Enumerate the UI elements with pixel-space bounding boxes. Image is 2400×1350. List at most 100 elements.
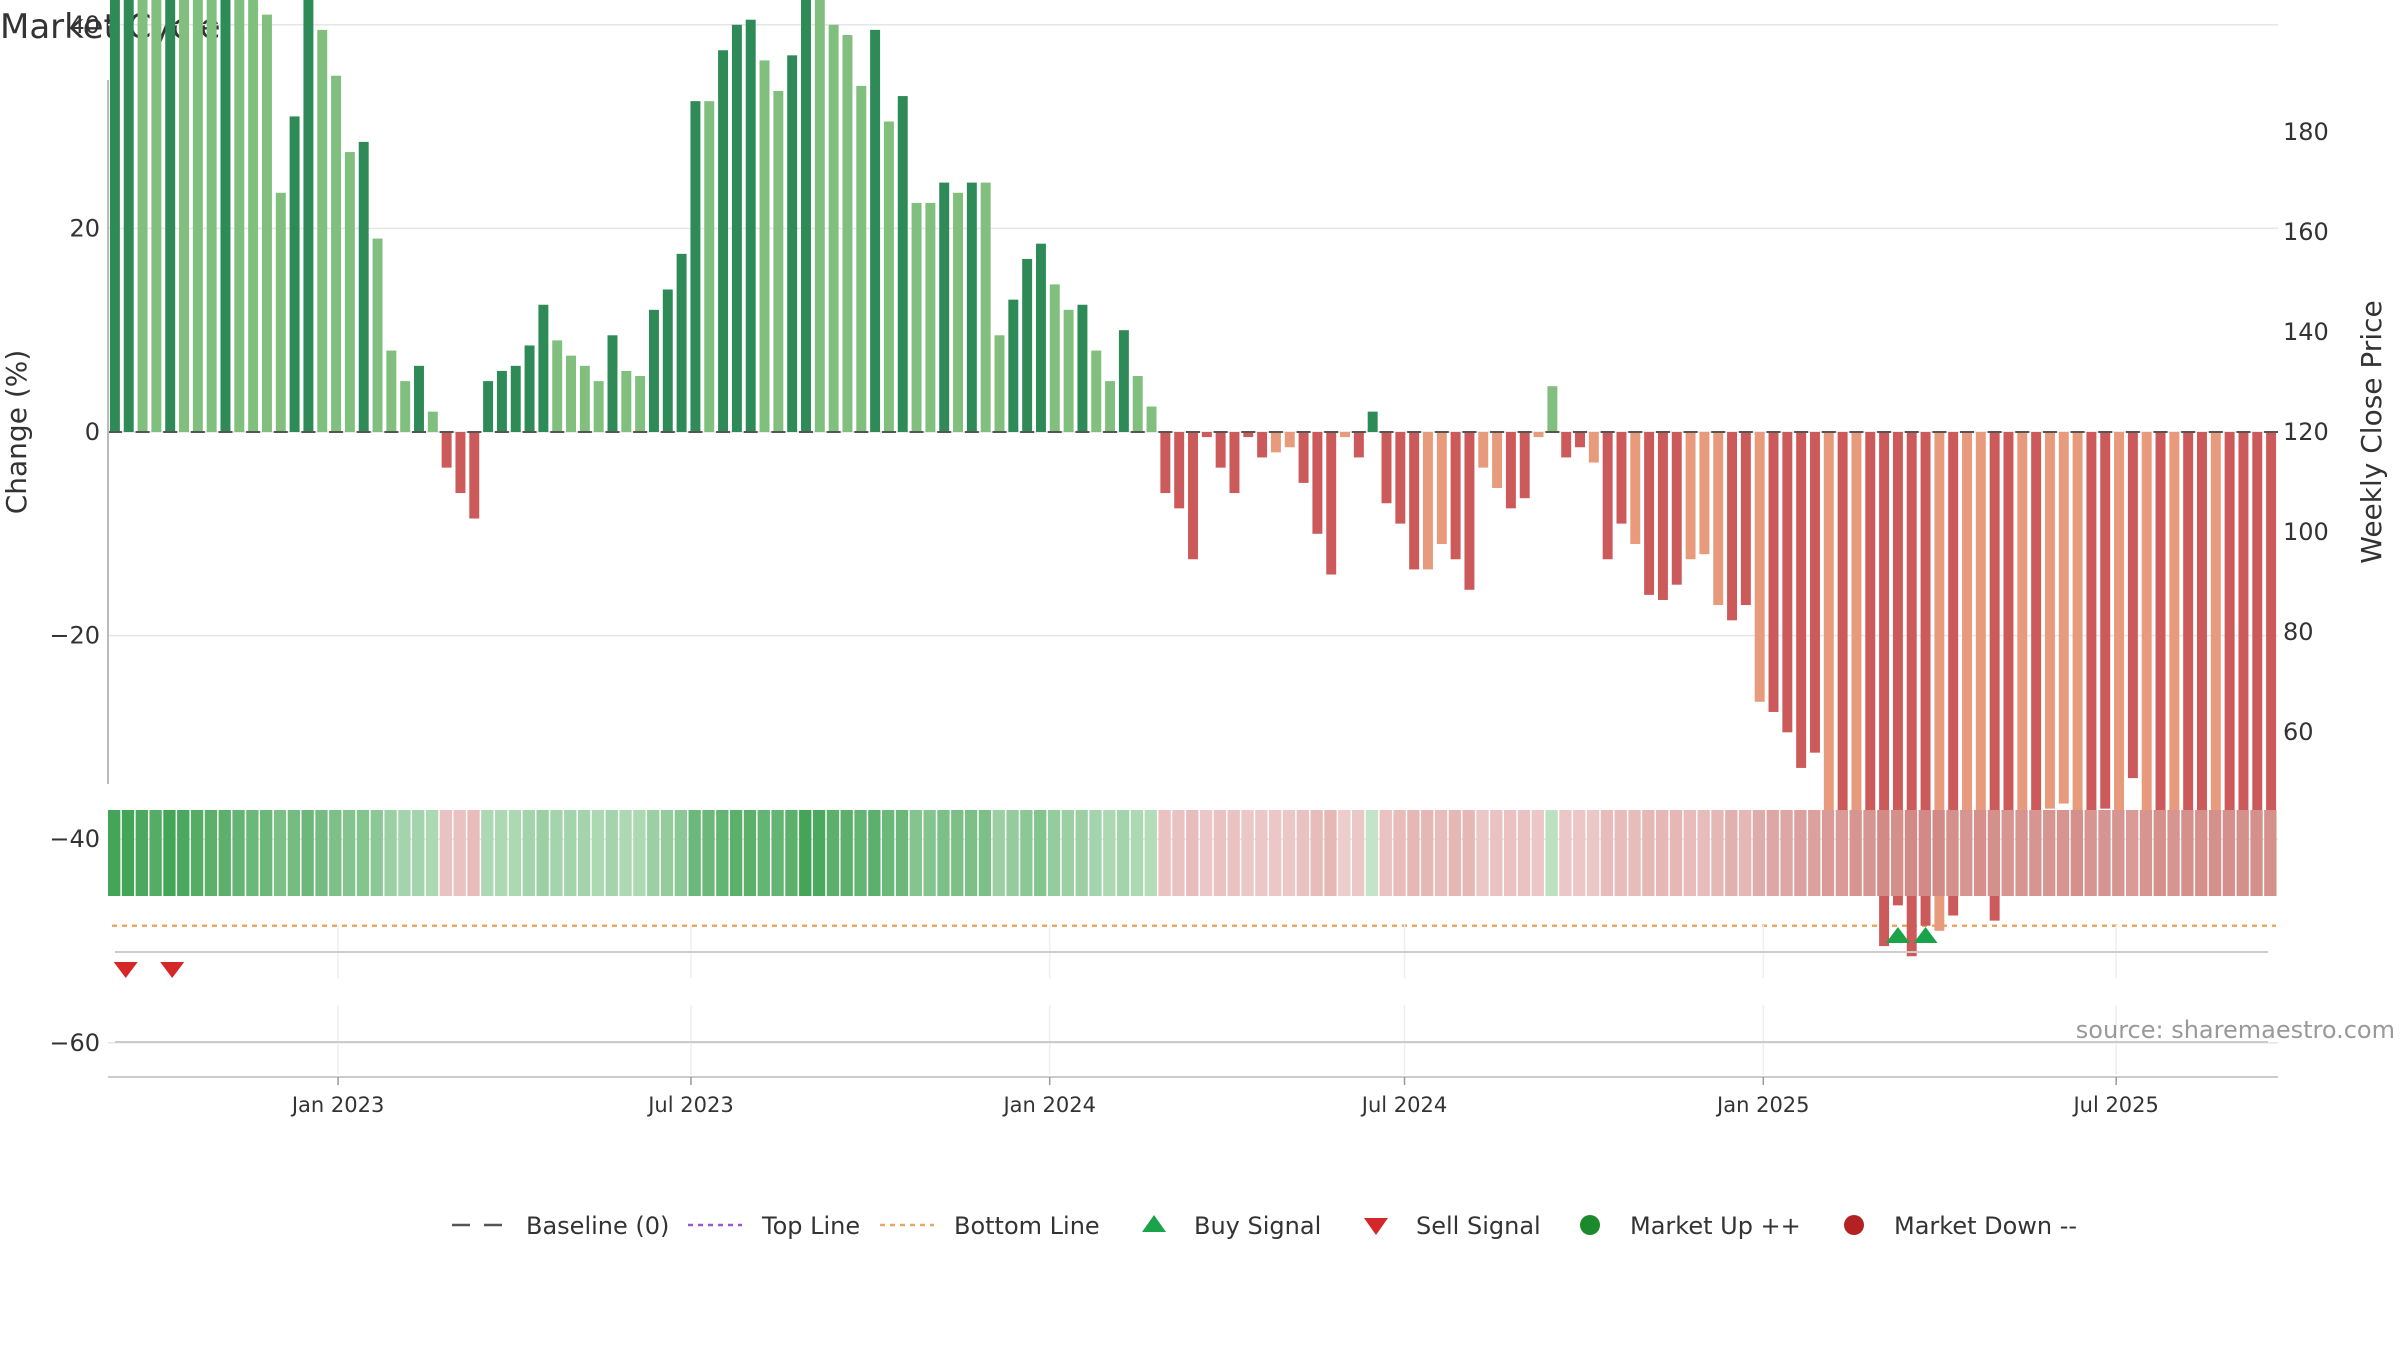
bar [220, 0, 231, 433]
bar [1561, 432, 1572, 458]
bar [1326, 432, 1337, 575]
bar [2017, 432, 2028, 830]
heat-cell [177, 810, 190, 896]
heat-cell [1089, 810, 1102, 896]
heat-cell [1531, 810, 1544, 896]
bar [1492, 432, 1503, 488]
bar [773, 90, 784, 432]
heat-cell [1946, 810, 1959, 896]
bar [179, 0, 189, 432]
heat-cell [633, 810, 646, 896]
bar [483, 381, 494, 432]
bar [1450, 432, 1461, 560]
heat-cell [1877, 810, 1890, 896]
heat-cell [481, 810, 494, 896]
heat-cell [1780, 810, 1793, 896]
bar [704, 101, 715, 433]
bar [1796, 432, 1807, 768]
legend-sell-triangle-icon [1364, 1218, 1388, 1235]
heat-cell [1656, 810, 1669, 896]
bar [1422, 432, 1433, 570]
bar [1519, 432, 1530, 499]
bar [455, 432, 466, 494]
heat-cell [2167, 810, 2180, 896]
heat-cell [536, 810, 549, 896]
heat-cell [1379, 810, 1392, 896]
bar [676, 253, 687, 432]
heat-cell [260, 810, 273, 896]
bar [1671, 432, 1682, 585]
bar [372, 238, 383, 432]
heat-cell [273, 810, 287, 896]
heat-cell [1020, 810, 1033, 896]
x-tick-label: Jul 2025 [2071, 1093, 2158, 1117]
bar [1782, 432, 1793, 733]
bar [1091, 350, 1102, 432]
heat-cell [1614, 810, 1627, 896]
heat-cell [550, 810, 563, 896]
heat-cell [1213, 810, 1227, 896]
x-axis: Jan 2023 Jul 2023 Jan 2024 Jul 2024 Jan 2025… [290, 1077, 2159, 1117]
heat-cell [1199, 810, 1213, 896]
bar [289, 116, 300, 433]
bar [2003, 432, 2014, 814]
heat-cell [356, 810, 370, 896]
bar [1892, 432, 1903, 906]
bar [2058, 432, 2069, 804]
heat-cell [1130, 810, 1144, 896]
bar [1409, 432, 1420, 570]
sell-signal-marker [113, 962, 138, 978]
heat-cell [951, 810, 964, 896]
bar [303, 0, 314, 433]
bar [1754, 432, 1765, 702]
heat-cell [1338, 810, 1351, 896]
heat-cell [1462, 810, 1475, 896]
bar [1049, 284, 1060, 432]
bar [1298, 432, 1309, 483]
heat-cell [2208, 810, 2222, 896]
legend-label: Market Up ++ [1630, 1212, 1801, 1240]
y-tick-label: 0 [85, 418, 100, 446]
bar [317, 29, 328, 432]
bar [1920, 432, 1931, 926]
bar [151, 0, 162, 433]
heat-cell [1545, 810, 1558, 896]
heat-cell [1503, 810, 1517, 896]
legend-label: Baseline (0) [526, 1212, 669, 1240]
heat-cell [1835, 810, 1849, 896]
heat-cell [1890, 810, 1904, 896]
heat-cell [1573, 810, 1586, 896]
heat-cell [729, 810, 743, 896]
bar [1740, 432, 1751, 606]
bar [966, 182, 977, 432]
heat-cell [1669, 810, 1683, 896]
bar [1257, 432, 1268, 458]
bar [1837, 432, 1848, 814]
heat-cell [1586, 810, 1600, 896]
bar [1989, 432, 2000, 921]
bar [261, 14, 272, 433]
heat-cell [1490, 810, 1503, 896]
heat-cell [1434, 810, 1448, 896]
heat-cell [688, 810, 701, 896]
heat-cell [882, 810, 895, 896]
heat-cell [1738, 810, 1752, 896]
bar [1160, 432, 1171, 494]
heat-cell [1808, 810, 1821, 896]
bar [980, 182, 991, 432]
heat-cell [840, 810, 853, 896]
bar [1851, 432, 1862, 855]
heat-cell [2125, 810, 2139, 896]
bar [1188, 432, 1198, 560]
y2-tick-label: 80 [2283, 618, 2314, 646]
bar [925, 202, 936, 432]
bar [566, 355, 577, 432]
heat-cell [771, 810, 784, 896]
bar [331, 75, 342, 432]
bar [538, 304, 549, 432]
bar [1879, 432, 1890, 947]
bar [1022, 258, 1033, 432]
heat-cell [992, 810, 1005, 896]
heat-cell [1310, 810, 1323, 896]
